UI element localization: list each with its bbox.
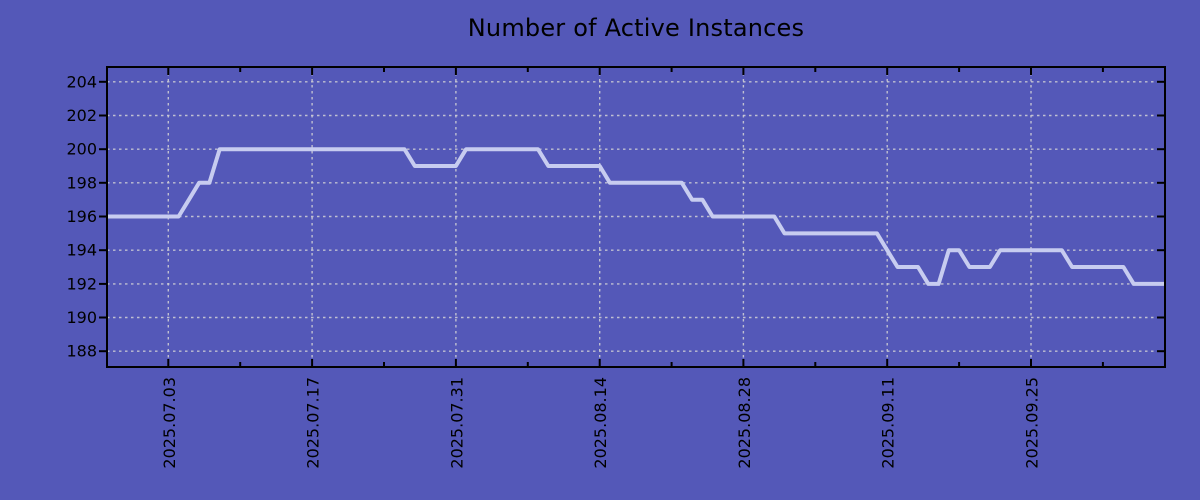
chart-title: Number of Active Instances <box>467 14 805 42</box>
y-tick-label: 188 <box>66 342 97 361</box>
y-tick-label: 190 <box>66 308 97 327</box>
y-tick-label: 202 <box>66 106 97 125</box>
x-tick-label: 2025.07.31 <box>447 377 466 469</box>
y-tick-label: 198 <box>66 173 97 192</box>
data-line-active-instances <box>106 147 1165 286</box>
plot-border <box>106 66 1166 368</box>
y-tick-label: 200 <box>66 140 97 159</box>
y-tick-label: 196 <box>66 207 97 226</box>
x-tick-label: 2025.08.28 <box>735 377 754 469</box>
y-tick-label: 192 <box>66 274 97 293</box>
y-tick-label: 204 <box>66 72 97 91</box>
x-tick-label: 2025.09.25 <box>1023 377 1042 469</box>
x-tick-label: 2025.08.14 <box>591 377 610 469</box>
x-tick-label: 2025.07.17 <box>304 377 323 469</box>
x-tick-label: 2025.09.11 <box>879 377 898 469</box>
x-tick-label: 2025.07.03 <box>160 377 179 469</box>
y-tick-label: 194 <box>66 241 97 260</box>
